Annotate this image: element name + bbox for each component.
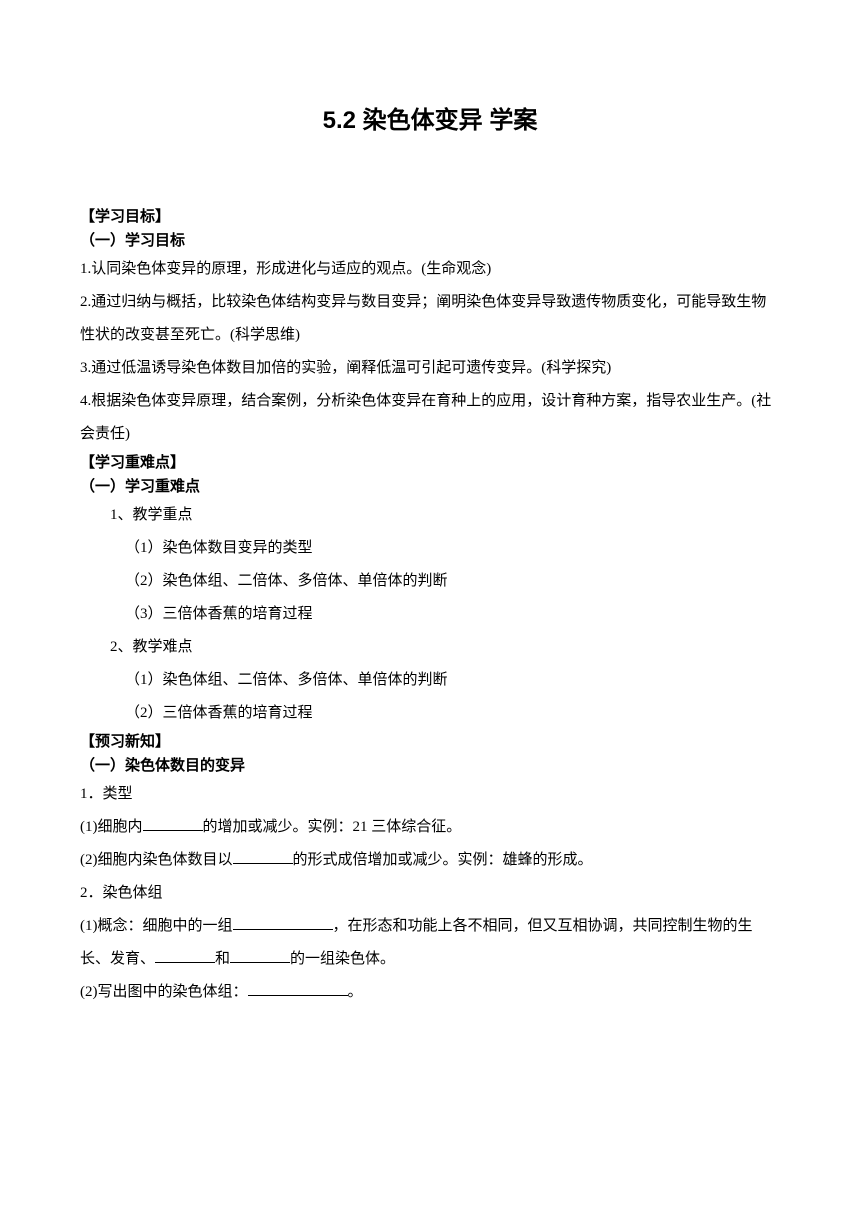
blank-2: [233, 849, 293, 864]
blank-5: [230, 948, 290, 963]
teach-diff-label: 2、教学难点: [80, 631, 780, 664]
write-line: (2)写出图中的染色体组： 。: [80, 976, 780, 1009]
blank-6: [248, 981, 348, 996]
teach-diff-item-2: （2）三倍体香蕉的培育过程: [80, 697, 780, 730]
page-title: 5.2 染色体变异 学案: [80, 100, 780, 135]
objectives-header: 【学习目标】: [80, 205, 780, 229]
teach-diff-item-1: （1）染色体组、二倍体、多倍体、单倍体的判断: [80, 664, 780, 697]
blank-4: [155, 948, 215, 963]
concept-line: (1)概念：细胞中的一组，在形态和功能上各不相同，但又互相协调，共同控制生物的生…: [80, 910, 780, 976]
blank-1: [143, 816, 203, 831]
teach-key-label: 1、教学重点: [80, 499, 780, 532]
types-label: 1．类型: [80, 778, 780, 811]
write-after: 。: [348, 984, 363, 1000]
keypoints-header: 【学习重难点】: [80, 451, 780, 475]
objective-item-3: 3.通过低温诱导染色体数目加倍的实验，阐释低温可引起可遗传变异。(科学探究): [80, 352, 780, 385]
teach-key-item-1: （1）染色体数目变异的类型: [80, 532, 780, 565]
type-2-before: (2)细胞内染色体数目以: [80, 852, 233, 868]
objective-item-1: 1.认同染色体变异的原理，形成进化与适应的观点。(生命观念): [80, 253, 780, 286]
objectives-sub-header: （一）学习目标: [80, 229, 780, 253]
objective-item-4: 4.根据染色体变异原理，结合案例，分析染色体变异在育种上的应用，设计育种方案，指…: [80, 385, 780, 451]
blank-3: [233, 915, 333, 930]
write-before: (2)写出图中的染色体组：: [80, 984, 248, 1000]
concept-mid2: 和: [215, 951, 230, 967]
teach-key-item-3: （3）三倍体香蕉的培育过程: [80, 598, 780, 631]
group-label: 2．染色体组: [80, 877, 780, 910]
type-1-before: (1)细胞内: [80, 819, 143, 835]
type-1-line: (1)细胞内 的增加或减少。实例：21 三体综合征。: [80, 811, 780, 844]
objective-item-2: 2.通过归纳与概括，比较染色体结构变异与数目变异；阐明染色体变异导致遗传物质变化…: [80, 286, 780, 352]
type-2-line: (2)细胞内染色体数目以 的形式成倍增加或减少。实例：雄蜂的形成。: [80, 844, 780, 877]
concept-after: 的一组染色体。: [290, 951, 395, 967]
concept-before: (1)概念：细胞中的一组: [80, 918, 233, 934]
type-1-after: 的增加或减少。实例：21 三体综合征。: [203, 819, 462, 835]
teach-key-item-2: （2）染色体组、二倍体、多倍体、单倍体的判断: [80, 565, 780, 598]
preview-sub-header: （一）染色体数目的变异: [80, 754, 780, 778]
preview-header: 【预习新知】: [80, 730, 780, 754]
keypoints-sub-header: （一）学习重难点: [80, 475, 780, 499]
type-2-after: 的形式成倍增加或减少。实例：雄蜂的形成。: [293, 852, 593, 868]
